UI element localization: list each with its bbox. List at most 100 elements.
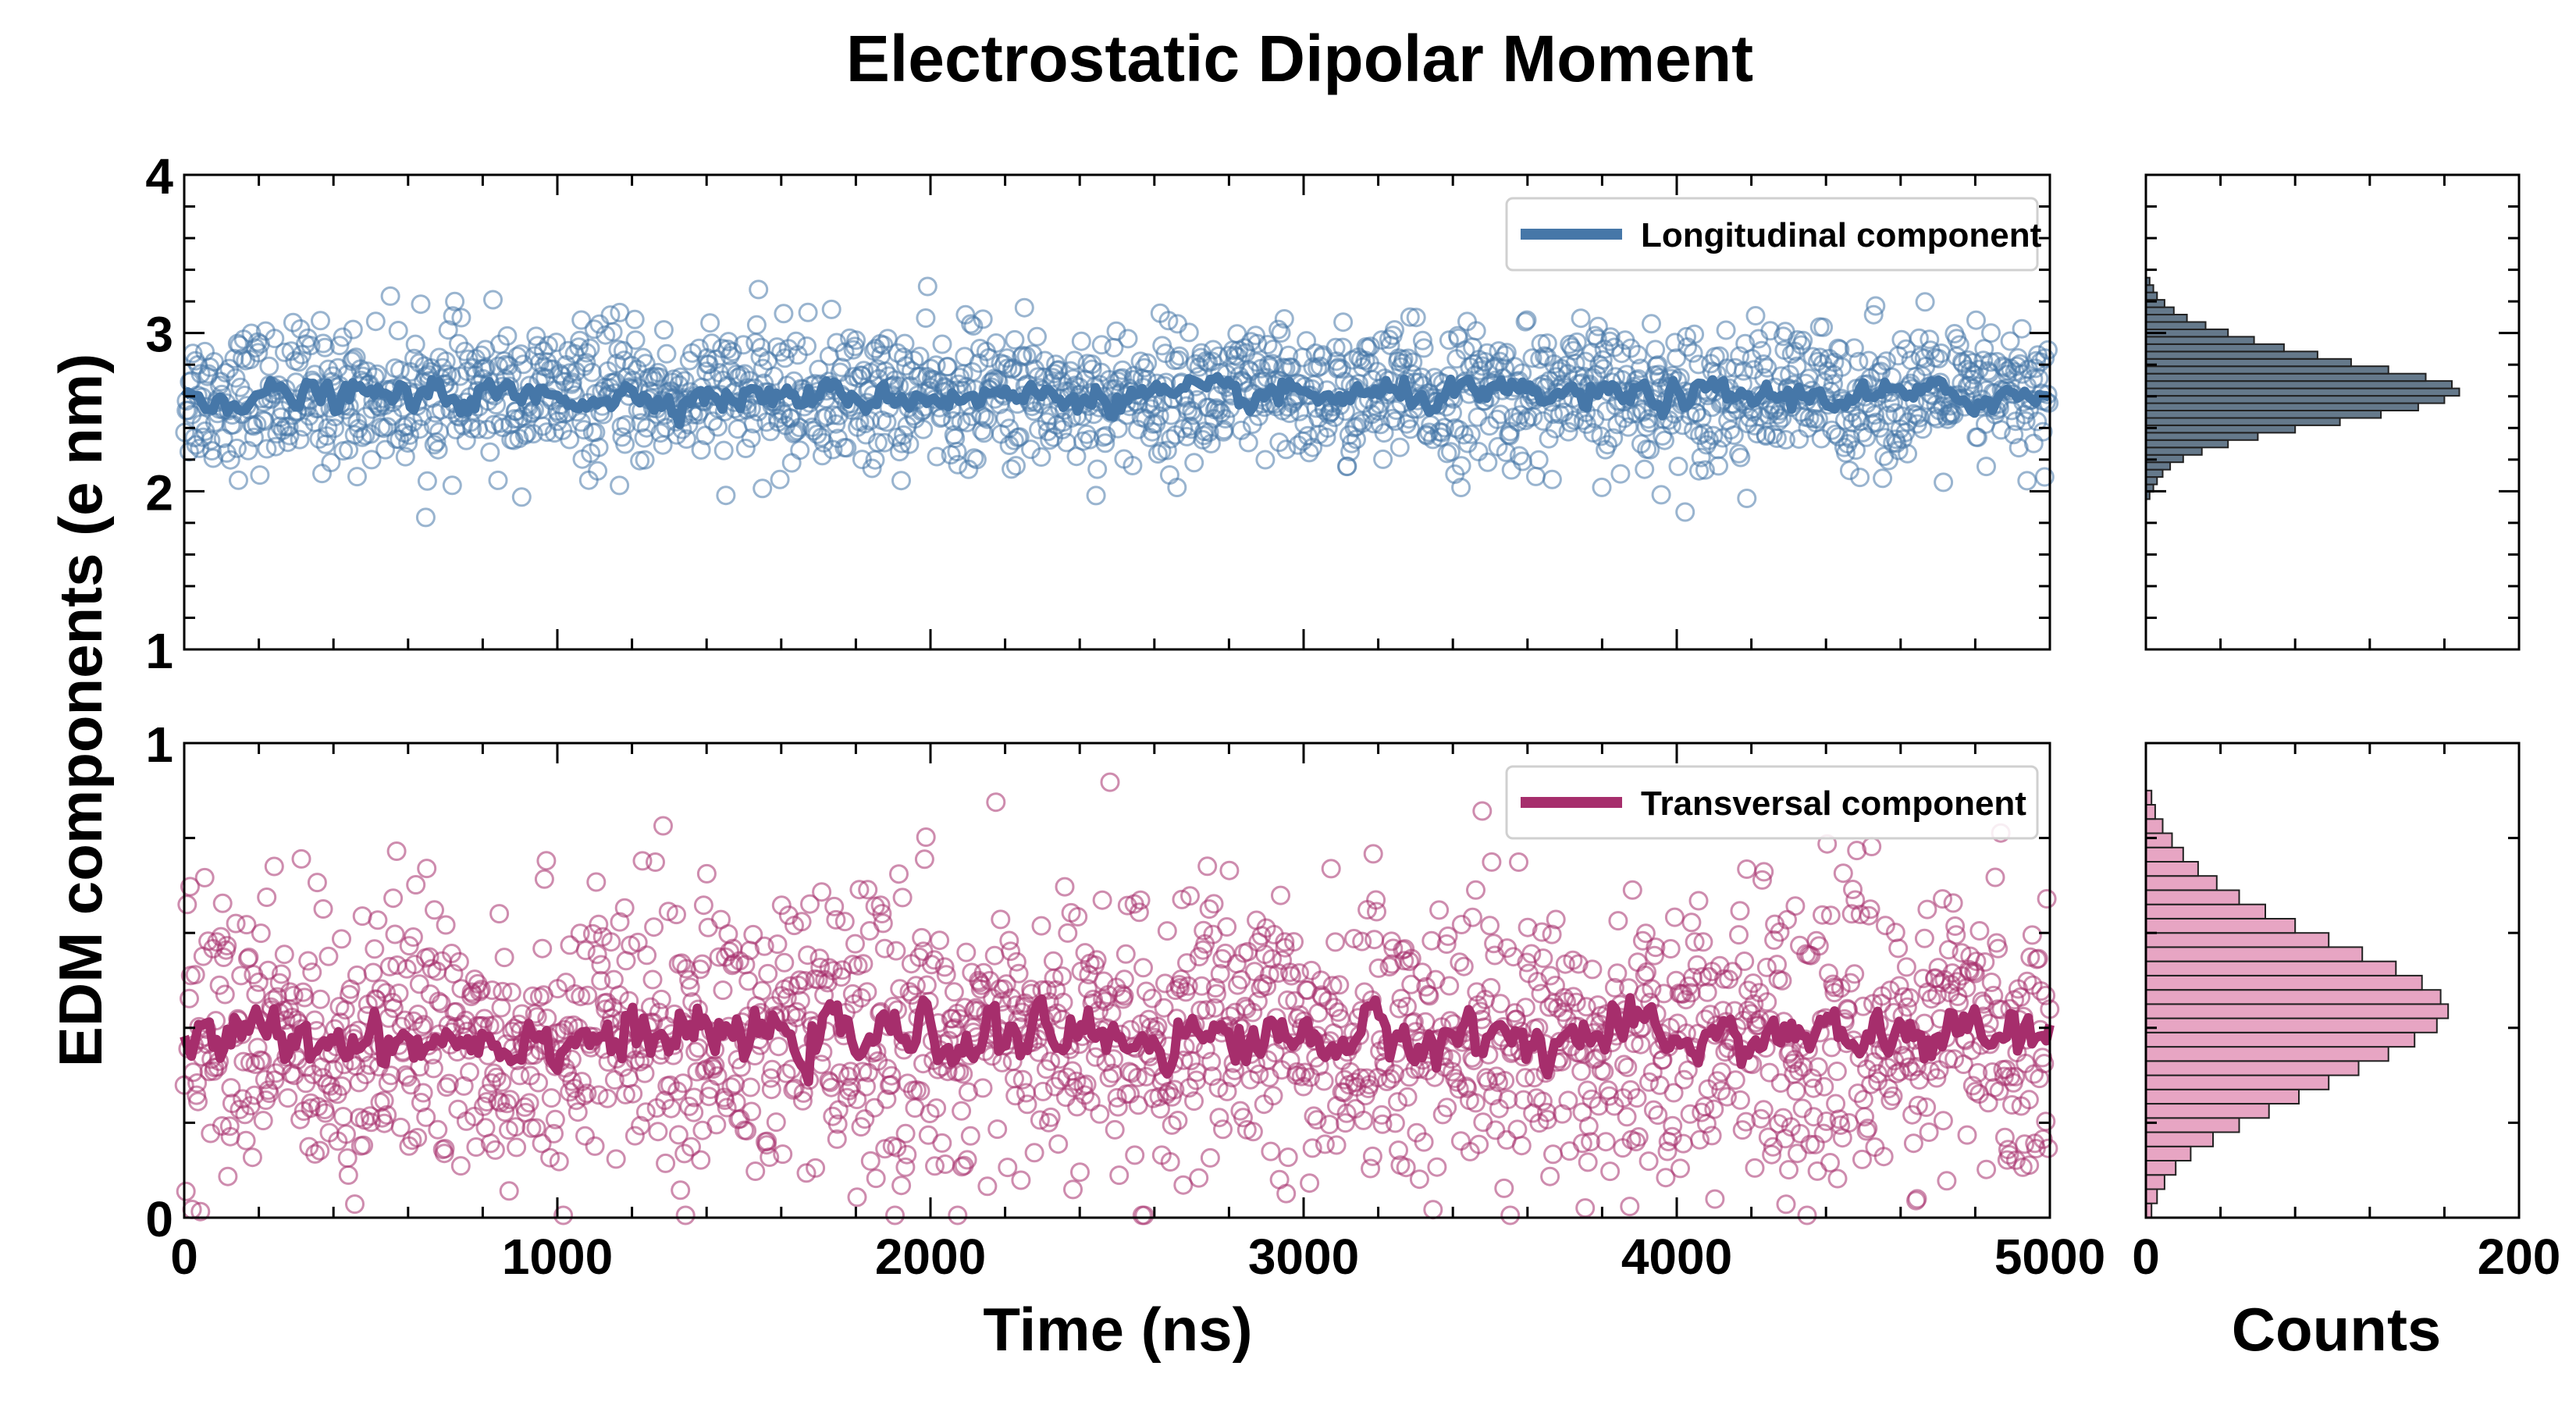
top-panel-legend-label: Longitudinal component <box>1641 216 2042 254</box>
top-panel-point <box>1513 451 1532 471</box>
bottom-panel-point <box>1628 952 1648 973</box>
top-panel-point <box>1385 320 1404 340</box>
top-panel-point <box>1464 354 1484 374</box>
bottom-panel-point <box>1933 889 1952 909</box>
top-panel-point <box>1757 357 1777 378</box>
top-panel-point <box>774 348 795 368</box>
top-panel-point <box>963 316 984 336</box>
top-panel-point <box>315 337 335 357</box>
bottom-panel-point <box>1300 1173 1320 1193</box>
bottom-panel-point <box>895 1157 916 1177</box>
top-panel-point <box>1915 292 1935 312</box>
bottom-panel-point <box>1833 863 1853 884</box>
bottom-panel-point <box>1525 1068 1544 1088</box>
top-panel-point <box>735 439 756 458</box>
top-panel-point <box>774 304 794 324</box>
bottom-panel-point <box>1012 1069 1033 1090</box>
bottom-panel-point <box>956 942 977 962</box>
top-panel-point <box>1621 338 1641 358</box>
bottom-panel-y-tick-label: 0 <box>145 1191 173 1247</box>
top-panel-point <box>1793 330 1813 350</box>
bottom-panel-point <box>1543 1144 1563 1165</box>
bottom-panel-point <box>218 1166 238 1186</box>
bottom-panel-point <box>1600 1161 1621 1182</box>
bottom-panel-point <box>448 1099 468 1119</box>
bottom-panel-point <box>1189 1168 1209 1188</box>
top-panel-point <box>1440 442 1461 462</box>
bottom-panel-point <box>1372 1114 1393 1134</box>
top-panel-point <box>346 347 366 368</box>
bottom-panel-point <box>229 1099 250 1119</box>
bottom-panel-point <box>1200 1147 1220 1168</box>
bottom-panel-point <box>831 967 852 987</box>
bottom-panel-x-tick-label: 1000 <box>502 1229 613 1285</box>
bottom-panel-point <box>1937 1171 1957 1191</box>
bottom-panel-point <box>948 1205 968 1225</box>
bottom-panel-point <box>1957 1125 1977 1145</box>
bottom-panel-point <box>259 1083 279 1104</box>
bottom-panel-point <box>957 1150 977 1170</box>
bottom-panel-point <box>1736 1112 1756 1132</box>
bottom-panel-x-tick-label: 2000 <box>875 1229 986 1285</box>
top-panel-point <box>405 334 425 354</box>
top-panel-point <box>1973 350 1994 371</box>
x-axis-label-time: Time (ns) <box>983 1295 1252 1364</box>
bottom-panel-point <box>740 1077 760 1097</box>
bottom-panel-point <box>768 1037 788 1057</box>
top-panel-point <box>1823 374 1843 394</box>
top-panel-point <box>1592 477 1612 497</box>
bottom-panel-point <box>585 1136 605 1156</box>
bottom-panel-point <box>773 1144 793 1165</box>
top-panel-point <box>250 465 270 486</box>
bottom-panel-point <box>1249 1064 1269 1084</box>
bottom-panel-point <box>494 948 514 968</box>
bottom-panel-point <box>1800 1134 1820 1154</box>
bottom-panel-point <box>632 851 653 871</box>
bottom-panel-point <box>1813 905 1832 925</box>
bottom-panel-point <box>1816 1112 1837 1131</box>
top-panel-point <box>1603 428 1624 448</box>
top-panel-point <box>1118 329 1138 349</box>
bottom-panel-point <box>1044 968 1064 988</box>
bottom-histogram-bar <box>2145 989 2442 1005</box>
bottom-panel-point <box>1981 973 2001 992</box>
top-panel-point <box>1526 466 1546 486</box>
bottom-panel-point <box>417 859 437 879</box>
bottom-histogram-bar <box>2145 1131 2214 1147</box>
top-histogram-y-ticks <box>2146 173 2519 651</box>
top-panel-point <box>1238 432 1258 453</box>
bottom-panel-point <box>610 912 630 932</box>
bottom-panel-legend-label: Transversal component <box>1641 784 2026 823</box>
bottom-panel-point <box>795 971 815 991</box>
top-panel-point <box>1648 355 1668 375</box>
bottom-panel-point <box>1094 971 1114 991</box>
top-panel-point <box>1691 447 1711 468</box>
top-panel-point <box>1271 323 1291 343</box>
top-panel-frame <box>183 173 2051 651</box>
bottom-panel-point <box>1914 928 1934 948</box>
top-panel-point <box>1157 440 1177 461</box>
top-panel-legend: Longitudinal component <box>1505 197 2042 272</box>
bottom-panel-point <box>1257 976 1277 996</box>
bottom-panel-point <box>278 1088 298 1108</box>
bottom-histogram-x-tick-label: 200 <box>2478 1229 2561 1285</box>
y-axis-label: EDM components (e nm) <box>46 354 115 1067</box>
top-panel-point <box>1268 319 1289 340</box>
bottom-panel-point <box>1030 1110 1050 1130</box>
bottom-panel-point <box>849 880 870 900</box>
bottom-panel-point <box>212 893 233 913</box>
bottom-histogram-bar <box>2145 960 2397 976</box>
bottom-panel-point <box>2015 1134 2035 1154</box>
bottom-panel-point <box>713 980 733 1001</box>
bottom-panel-point <box>1130 890 1151 910</box>
bottom-panel-frame <box>183 742 2051 1219</box>
bottom-panel-point <box>1219 860 1240 880</box>
top-panel-point <box>789 418 809 438</box>
bottom-panel-point <box>512 1004 532 1024</box>
top-panel-point <box>1403 352 1423 372</box>
bottom-panel-point <box>934 957 955 977</box>
bottom-panel-point <box>916 975 937 995</box>
top-panel-point <box>746 315 767 335</box>
bottom-panel-point <box>318 946 339 966</box>
top-panel-point <box>1753 354 1774 374</box>
